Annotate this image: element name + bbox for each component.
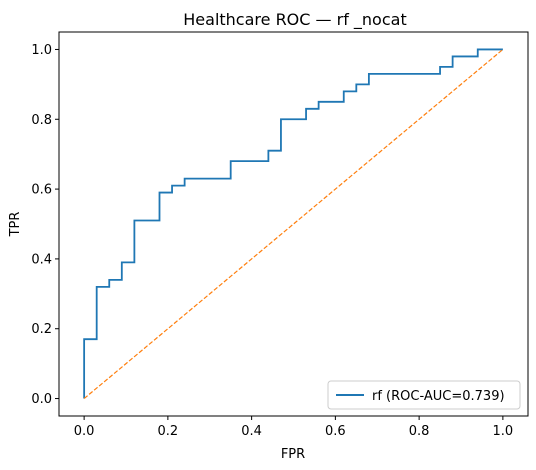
x-axis-label: FPR bbox=[281, 447, 305, 462]
y-tick-label: 1.0 bbox=[31, 43, 52, 58]
y-tick-label: 0.8 bbox=[31, 113, 52, 128]
y-tick-label: 0.2 bbox=[31, 322, 52, 337]
legend-label-rf: rf (ROC-AUC=0.739) bbox=[372, 389, 505, 404]
x-tick-label: 0.2 bbox=[158, 424, 179, 439]
y-axis-label: TPR bbox=[8, 212, 23, 238]
y-axis-ticks: 0.0 0.2 0.4 0.6 0.8 1.0 bbox=[31, 43, 59, 407]
roc-curve-line bbox=[83, 48, 503, 399]
legend: rf (ROC-AUC=0.739) bbox=[327, 380, 521, 410]
chart-title: Healthcare ROC — rf _nocat bbox=[183, 10, 406, 30]
plot-frame bbox=[58, 31, 529, 417]
x-axis-ticks: 0.0 0.2 0.4 0.6 0.8 1.0 bbox=[74, 416, 513, 439]
chance-diagonal-line bbox=[83, 48, 504, 400]
y-tick-label: 0.0 bbox=[31, 392, 52, 407]
x-tick-label: 0.0 bbox=[74, 424, 95, 439]
x-tick-label: 1.0 bbox=[493, 424, 514, 439]
x-tick-label: 0.6 bbox=[325, 424, 346, 439]
y-tick-label: 0.6 bbox=[31, 183, 52, 198]
x-tick-label: 0.4 bbox=[241, 424, 262, 439]
x-tick-label: 0.8 bbox=[409, 424, 430, 439]
plot-content bbox=[83, 48, 504, 400]
legend-box bbox=[327, 380, 521, 410]
y-tick-label: 0.4 bbox=[31, 252, 52, 267]
